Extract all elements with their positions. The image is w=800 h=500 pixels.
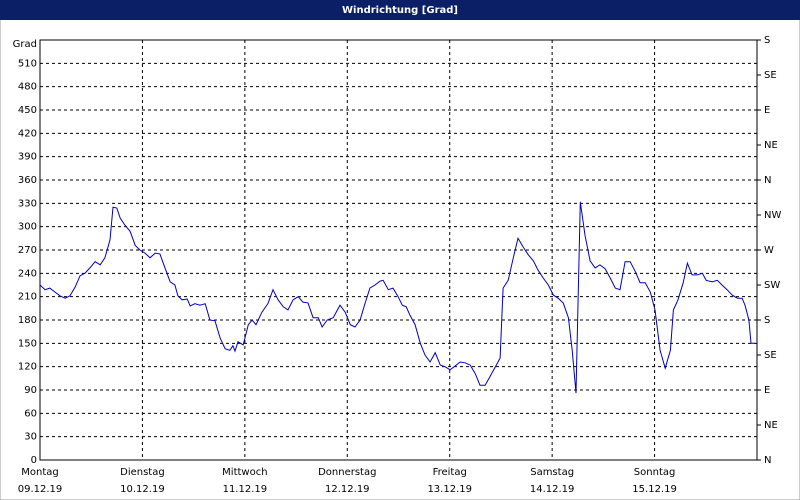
- y2-tick-label: SE: [764, 350, 777, 361]
- y2-tick-label: W: [764, 245, 774, 256]
- x-tick-date: 13.12.19: [427, 484, 472, 495]
- y2-tick-label: NE: [764, 140, 778, 151]
- y-tick-label: 360: [18, 175, 37, 186]
- y2-tick-label: NW: [764, 210, 781, 221]
- x-tick-label: Montag: [21, 467, 58, 478]
- x-tick-date: 15.12.19: [632, 484, 677, 495]
- x-tick-label: Dienstag: [120, 467, 165, 478]
- y-tick-label: 150: [18, 338, 37, 349]
- y-tick-label: 390: [18, 152, 37, 163]
- y-tick-label: 120: [18, 362, 37, 373]
- y2-tick-label: S: [764, 315, 770, 326]
- y-axis-label: Grad: [13, 39, 37, 50]
- x-tick-date: 10.12.19: [120, 484, 165, 495]
- y-tick-label: 420: [18, 128, 37, 139]
- y2-tick-label: N: [764, 455, 771, 466]
- title-bar: [0, 0, 800, 20]
- x-tick-label: Samstag: [530, 467, 574, 478]
- y-tick-label: 240: [18, 268, 37, 279]
- x-tick-label: Donnerstag: [318, 467, 376, 478]
- x-tick-date: 11.12.19: [223, 484, 268, 495]
- y-tick-label: 0: [31, 455, 37, 466]
- y-tick-label: 510: [18, 58, 37, 69]
- data-line: [39, 201, 755, 394]
- x-tick-date: 09.12.19: [18, 484, 63, 495]
- x-tick-label: Mittwoch: [222, 467, 267, 478]
- y2-tick-label: E: [764, 385, 770, 396]
- y-tick-label: 480: [18, 82, 37, 93]
- y2-tick-label: S: [764, 35, 770, 46]
- y2-tick-label: E: [764, 105, 770, 116]
- chart-title: Windrichtung [Grad]: [342, 5, 458, 16]
- y2-tick-label: NE: [764, 420, 778, 431]
- y-tick-label: 330: [18, 198, 37, 209]
- y-tick-label: 450: [18, 105, 37, 116]
- x-tick-label: Sonntag: [634, 467, 676, 478]
- y-tick-label: 60: [24, 408, 37, 419]
- y-tick-label: 90: [24, 385, 37, 396]
- y-tick-label: 270: [18, 245, 37, 256]
- y-tick-label: 210: [18, 292, 37, 303]
- x-tick-date: 14.12.19: [530, 484, 575, 495]
- plot-frame: [39, 39, 758, 461]
- y-tick-label: 300: [18, 222, 37, 233]
- y2-tick-label: SW: [764, 280, 780, 291]
- x-tick-date: 12.12.19: [325, 484, 370, 495]
- y2-tick-label: N: [764, 175, 771, 186]
- y2-tick-label: SE: [764, 70, 777, 81]
- y-tick-label: 30: [24, 432, 37, 443]
- x-tick-label: Freitag: [433, 467, 467, 478]
- y-tick-label: 180: [18, 315, 37, 326]
